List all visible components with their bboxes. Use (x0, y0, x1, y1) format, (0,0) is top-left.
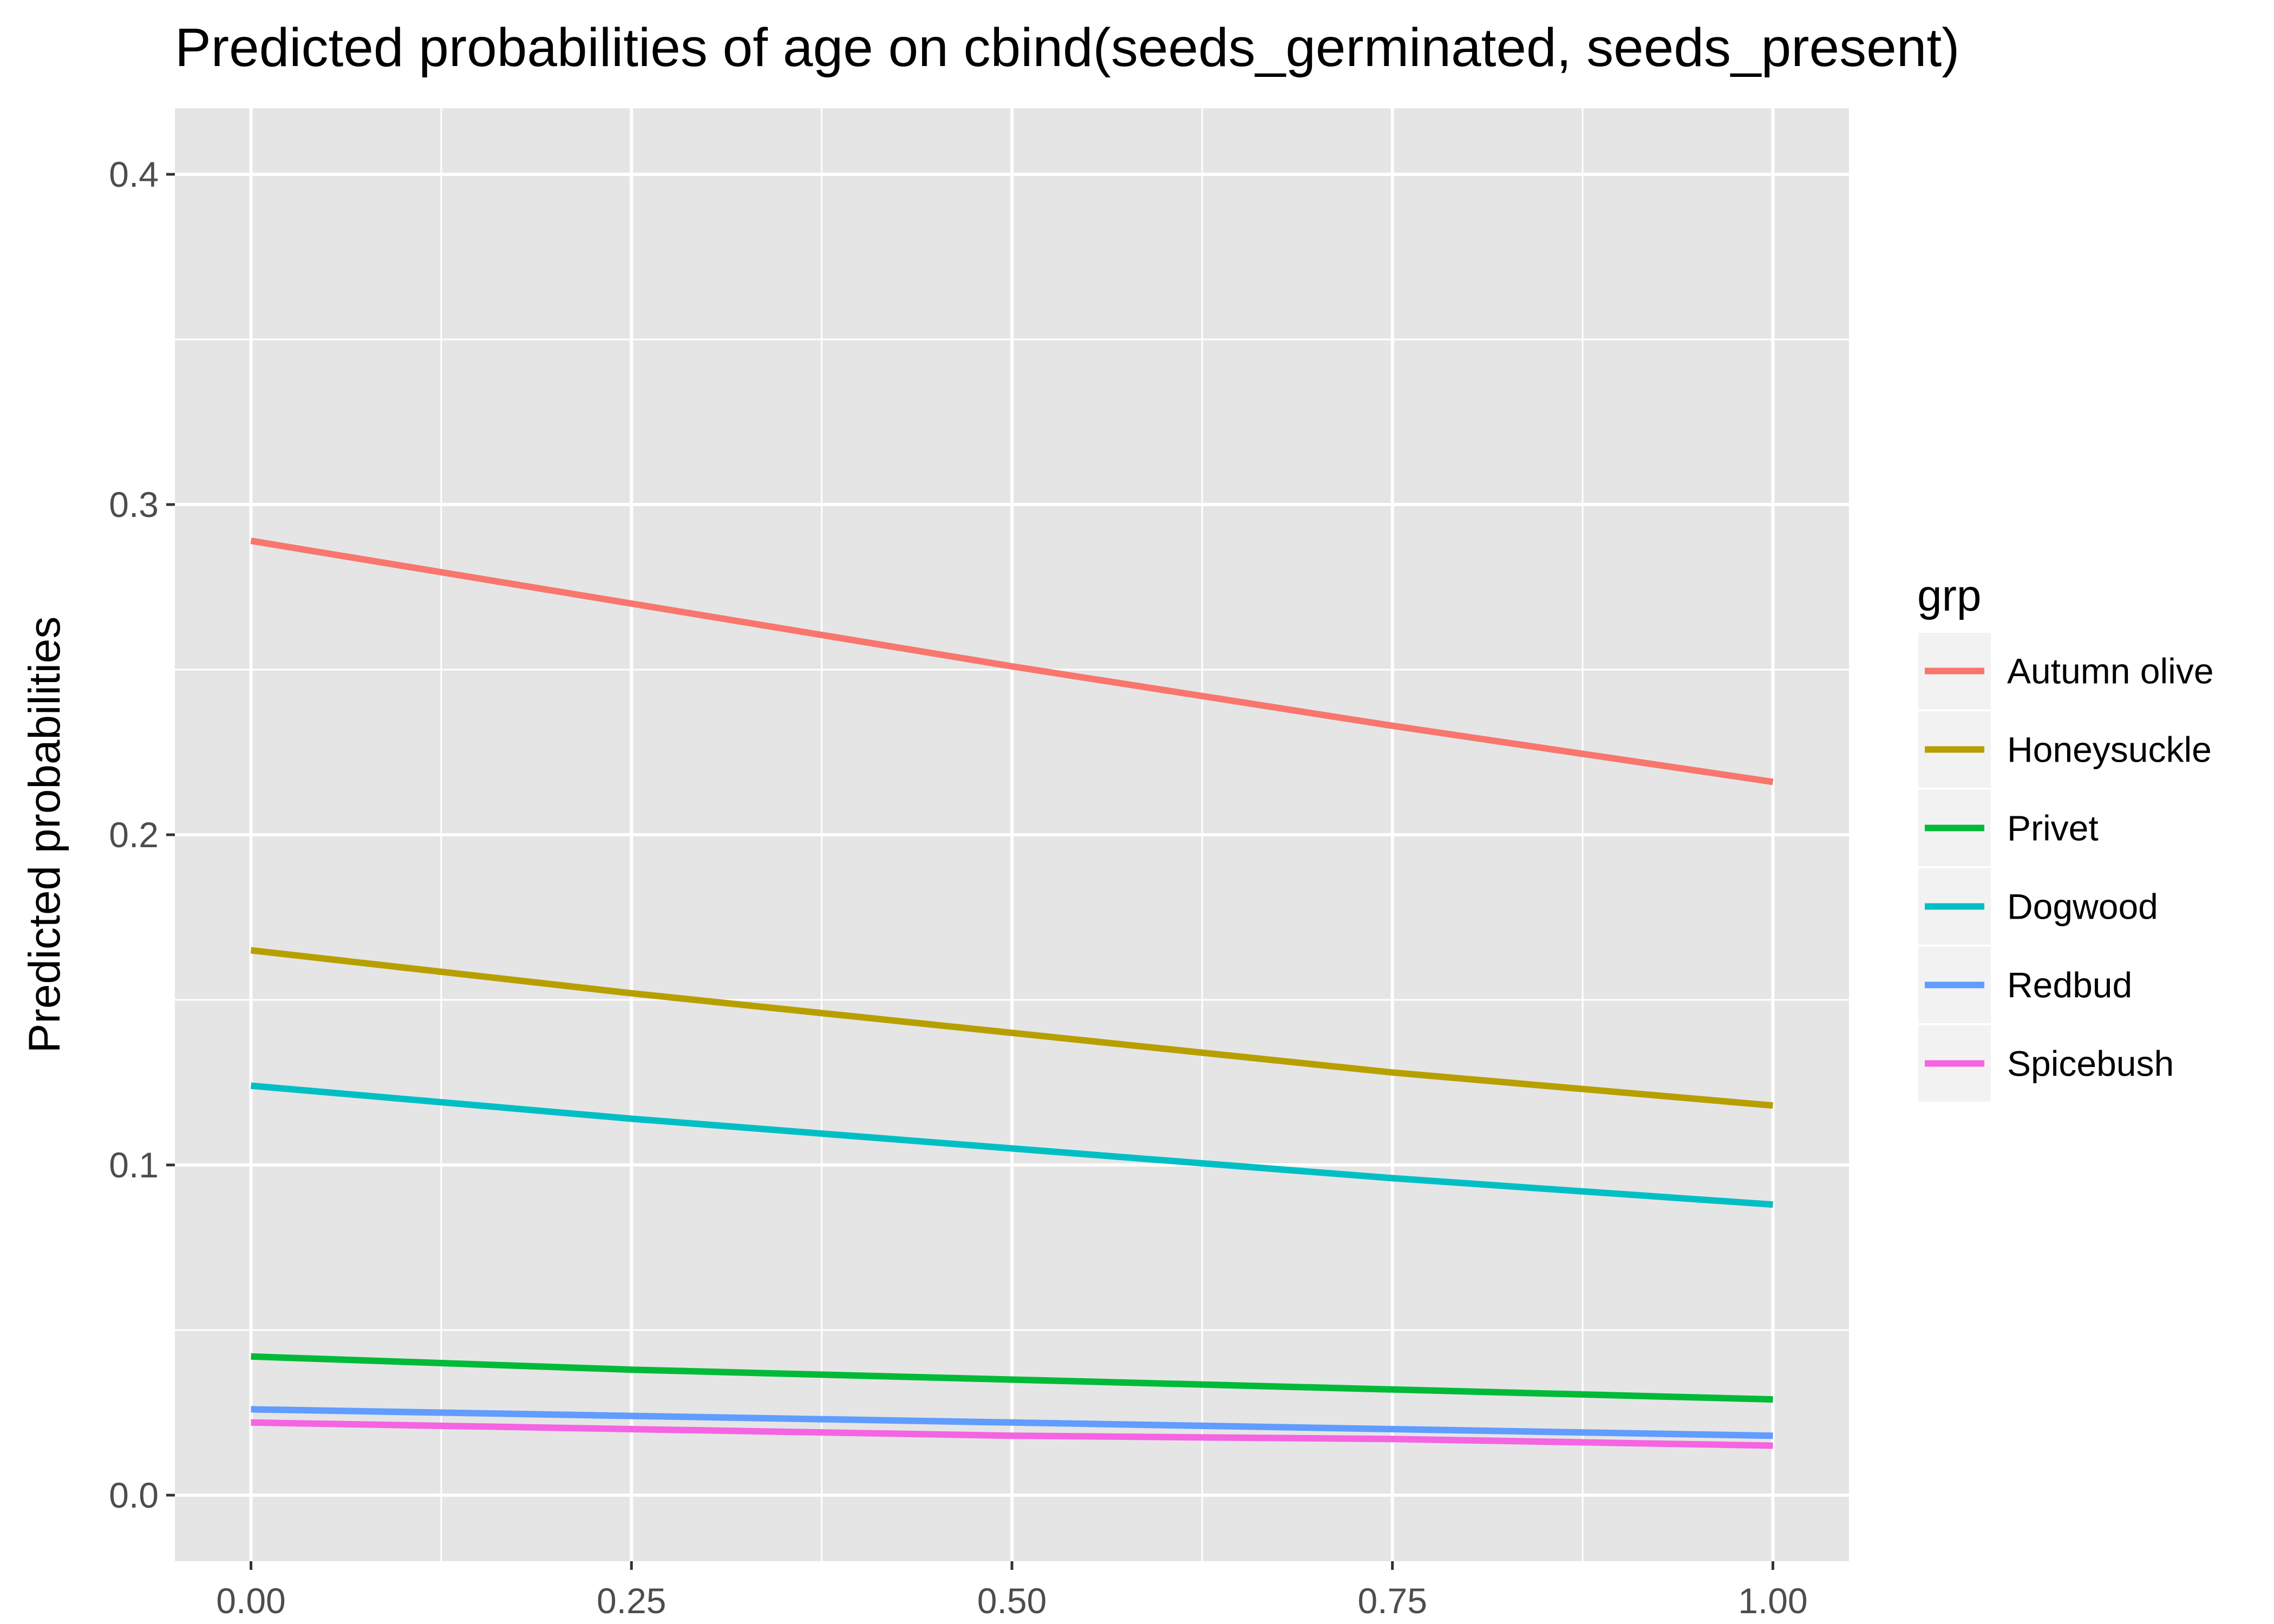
legend-label-autumn-olive: Autumn olive (2007, 651, 2214, 691)
series-line-privet (251, 1353, 1773, 1403)
legend-label-redbud: Redbud (2007, 965, 2132, 1005)
legend-label-spicebush: Spicebush (2007, 1044, 2174, 1084)
series-line-redbud (251, 1406, 1773, 1439)
series-lines (250, 538, 1774, 1449)
series-line-honeysuckle (250, 947, 1774, 1109)
series-line-autumn-olive (250, 538, 1774, 785)
legend-label-privet: Privet (2007, 808, 2099, 848)
chart-title: Predicted probabilities of age on cbind(… (175, 17, 1959, 78)
y-tick-label: 0.0 (109, 1475, 159, 1515)
series-line-spicebush (251, 1419, 1773, 1449)
legend-title: grp (1917, 571, 1982, 620)
x-tick-label: 0.00 (216, 1581, 285, 1621)
x-tick-label: 0.25 (597, 1581, 666, 1621)
legend-label-honeysuckle: Honeysuckle (2007, 730, 2212, 770)
legend: grp Autumn olive Honeysuckle Privet Dogwood… (1916, 571, 2214, 1104)
y-tick-label: 0.3 (109, 484, 159, 525)
x-tick-label: 1.00 (1738, 1581, 1807, 1621)
y-tick-label: 0.4 (109, 154, 159, 194)
legend-label-dogwood: Dogwood (2007, 887, 2158, 927)
y-axis-title: Predicted probabilities (20, 617, 69, 1053)
series-line-dogwood (250, 1082, 1773, 1208)
major-gridlines (175, 108, 1849, 1561)
y-tick-label: 0.1 (109, 1145, 159, 1185)
x-tick-label: 0.75 (1357, 1581, 1427, 1621)
x-axis: 0.00 0.25 0.50 0.75 1.00 (216, 1561, 1808, 1621)
y-axis: 0.0 0.1 0.2 0.3 0.4 (109, 154, 175, 1515)
y-tick-label: 0.2 (109, 815, 159, 855)
x-tick-label: 0.50 (977, 1581, 1047, 1621)
